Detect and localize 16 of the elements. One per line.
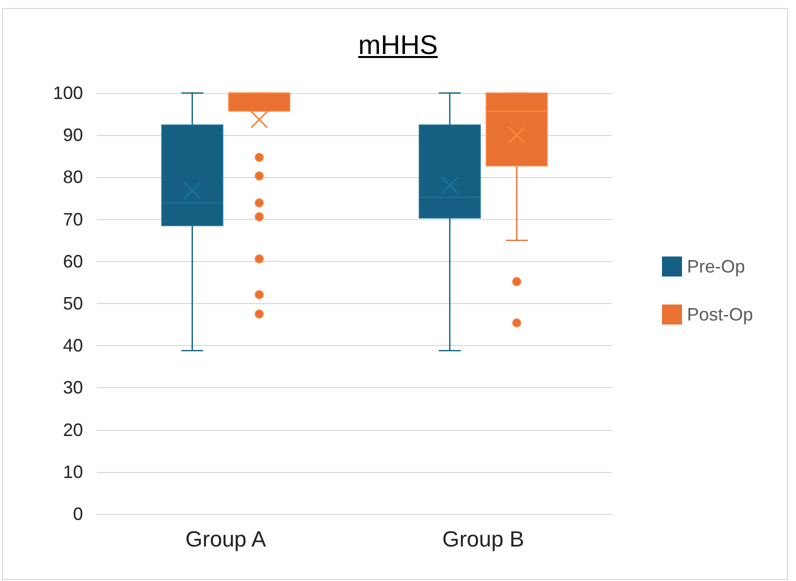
y-tick-label: 90 xyxy=(62,125,83,146)
legend-label: Post-Op xyxy=(686,304,754,324)
y-tick-label: 30 xyxy=(62,378,83,398)
y-tick-label: 0 xyxy=(72,504,83,524)
y-tick-label: 70 xyxy=(62,209,83,230)
y-tick-label: 10 xyxy=(62,462,83,482)
x-tick-label: Group B xyxy=(442,526,524,552)
x-tick-label: Group A xyxy=(185,526,266,552)
legend-label: Pre-Op xyxy=(686,256,746,276)
y-tick-label: 60 xyxy=(62,251,83,272)
y-tick-label: 80 xyxy=(62,167,83,188)
chart-title: mHHS xyxy=(357,30,439,61)
y-tick-label: 100 xyxy=(52,83,83,103)
y-tick-label: 50 xyxy=(62,294,83,314)
y-tick-label: 20 xyxy=(62,420,83,440)
y-tick-label: 40 xyxy=(62,336,83,356)
